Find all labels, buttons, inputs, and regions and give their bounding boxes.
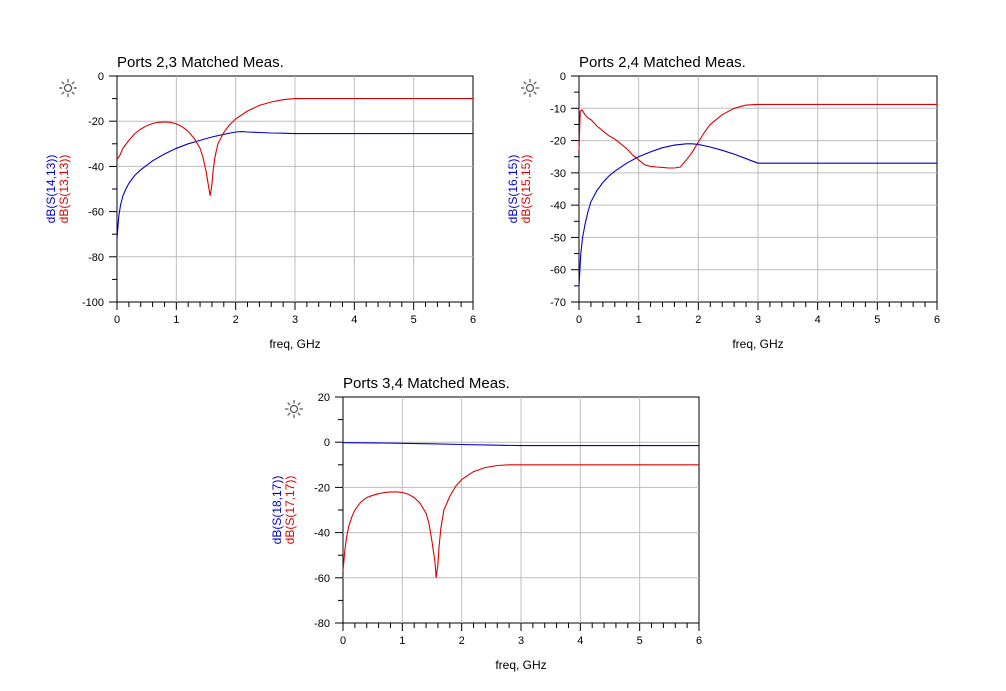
y-tick-label: -80 xyxy=(88,252,104,264)
chart-ports-2-4: 0 1 2 3 4 5 6 0 -10 -20 -30 -40 -50 -60 -70 Ports 2,4 M… xyxy=(506,54,940,351)
marker-sun-icon-ray xyxy=(533,91,537,95)
y-axis-label: dB(S(16,15)) xyxy=(506,155,520,224)
y-tick-label: -60 xyxy=(88,207,104,219)
series-line-1 xyxy=(116,98,473,196)
y-axis-label: dB(S(14,13)) xyxy=(44,155,58,224)
marker-sun-icon-ray xyxy=(71,91,75,95)
x-tick-label: 3 xyxy=(292,314,298,326)
y-axis-label: dB(S(18,17)) xyxy=(270,476,284,545)
y-tick-label: -40 xyxy=(88,161,104,173)
x-tick-label: 0 xyxy=(340,635,346,647)
y-tick-label: -40 xyxy=(550,200,566,212)
y-tick-label: -30 xyxy=(550,168,566,180)
x-axis-label: freq, GHz xyxy=(269,337,320,351)
x-tick-label: 6 xyxy=(470,314,476,326)
y-tick-label: 20 xyxy=(318,392,330,404)
marker-sun-icon-ray xyxy=(61,91,65,95)
x-tick-label: 3 xyxy=(755,314,761,326)
x-tick-label: 2 xyxy=(233,314,239,326)
marker-sun-icon-core xyxy=(289,404,299,414)
y-tick-label: 0 xyxy=(560,71,566,83)
x-tick-label: 4 xyxy=(577,635,583,647)
x-tick-label: 3 xyxy=(518,635,524,647)
chart-ports-2-3: 0 1 2 3 4 5 6 0 -20 -40 -60 -80 -100 Ports 2,3 Matche… xyxy=(44,54,476,351)
y-tick-label: -60 xyxy=(314,573,330,585)
x-tick-label: 1 xyxy=(636,314,642,326)
chart-title: Ports 2,4 Matched Meas. xyxy=(579,54,746,71)
marker-sun-icon xyxy=(59,79,77,97)
x-tick-label: 5 xyxy=(411,314,417,326)
series-line-0 xyxy=(116,131,473,239)
x-tick-label: 0 xyxy=(114,314,120,326)
x-tick-label: 0 xyxy=(576,314,582,326)
x-axis-label: freq, GHz xyxy=(495,658,546,672)
y-tick-label: -60 xyxy=(550,265,566,277)
chart-ports-3-4: 0 1 2 3 4 5 6 20 0 -20 -40 -60 -80 Ports 3,4 Matched … xyxy=(270,375,702,672)
marker-sun-icon-ray xyxy=(71,81,75,85)
y-tick-label: -10 xyxy=(550,103,566,115)
y-tick-label: -20 xyxy=(550,136,566,148)
x-tick-label: 6 xyxy=(934,314,940,326)
chart-title: Ports 2,3 Matched Meas. xyxy=(117,54,284,71)
marker-sun-icon-ray xyxy=(523,81,527,85)
x-tick-label: 6 xyxy=(696,635,702,647)
y-tick-label: -20 xyxy=(88,116,104,128)
y-tick-label: -100 xyxy=(82,297,104,309)
y-tick-label: -20 xyxy=(314,482,330,494)
marker-sun-icon xyxy=(285,400,303,418)
x-tick-label: 2 xyxy=(695,314,701,326)
marker-sun-icon-ray xyxy=(533,81,537,85)
marker-sun-icon-core xyxy=(525,83,535,93)
x-tick-label: 1 xyxy=(173,314,179,326)
x-axis-label: freq, GHz xyxy=(732,337,783,351)
marker-sun-icon-ray xyxy=(287,402,291,406)
series-line-0 xyxy=(578,143,937,286)
x-tick-label: 4 xyxy=(351,314,357,326)
y-tick-label: -40 xyxy=(314,528,330,540)
y-axis-label: dB(S(15,15)) xyxy=(519,155,533,224)
marker-sun-icon-ray xyxy=(523,91,527,95)
marker-sun-icon-ray xyxy=(297,402,301,406)
y-tick-label: 0 xyxy=(324,437,330,449)
chart-title: Ports 3,4 Matched Meas. xyxy=(343,375,510,392)
x-tick-label: 4 xyxy=(815,314,821,326)
y-tick-label: -80 xyxy=(314,618,330,630)
series-line-1 xyxy=(578,103,937,169)
y-axis-label: dB(S(17,17)) xyxy=(283,476,297,545)
marker-sun-icon-ray xyxy=(61,81,65,85)
series-line-1 xyxy=(342,464,699,578)
marker-sun-icon-ray xyxy=(287,412,291,416)
marker-sun-icon-ray xyxy=(297,412,301,416)
series-line-0 xyxy=(342,442,699,447)
marker-sun-icon xyxy=(521,79,539,97)
y-tick-label: 0 xyxy=(98,71,104,83)
x-tick-label: 1 xyxy=(399,635,405,647)
marker-sun-icon-core xyxy=(63,83,73,93)
y-axis-label: dB(S(13,13)) xyxy=(57,155,71,224)
x-tick-label: 5 xyxy=(637,635,643,647)
x-tick-label: 2 xyxy=(459,635,465,647)
x-tick-label: 5 xyxy=(874,314,880,326)
y-tick-label: -50 xyxy=(550,232,566,244)
y-tick-label: -70 xyxy=(550,297,566,309)
